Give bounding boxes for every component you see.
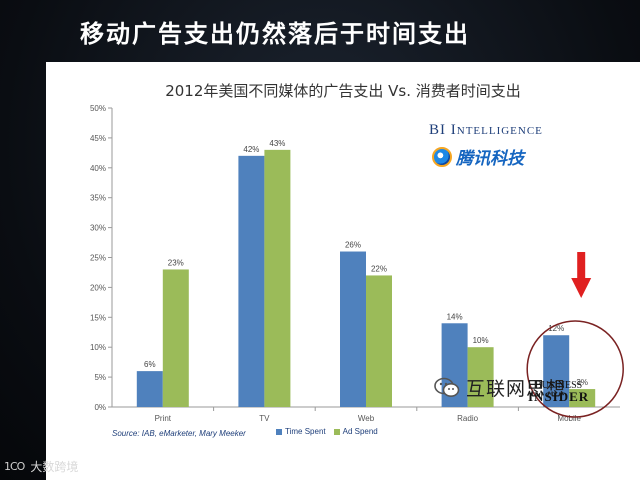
data-label: 22% — [371, 264, 387, 273]
y-tick-label: 35% — [90, 194, 106, 203]
down-arrow-head-icon — [571, 278, 592, 298]
tencent-logo: 腾讯科技 — [432, 144, 524, 169]
y-tick-label: 5% — [94, 373, 106, 382]
bar-ad-spend — [569, 389, 596, 407]
y-tick-label: 30% — [90, 224, 106, 233]
tencent-logo-text: 腾讯科技 — [456, 149, 524, 169]
data-label: 26% — [345, 241, 361, 250]
y-tick-label: 45% — [90, 134, 106, 143]
legend-item-time-spent: Time Spent — [276, 427, 326, 436]
bar-ad-spend — [162, 269, 189, 407]
legend-label-ad-spend: Ad Spend — [342, 427, 378, 436]
chart-title: 2012年美国不同媒体的广告支出 Vs. 消费者时间支出 — [165, 82, 521, 100]
business-insider-bottom: INSIDER — [528, 389, 590, 404]
wechat-icon — [434, 377, 460, 397]
business-insider-top: BUSINESS — [534, 380, 583, 391]
data-label: 42% — [243, 145, 259, 154]
x-tick-label: Mobile — [557, 414, 581, 423]
bar-time-spent — [238, 155, 265, 407]
wechat-account-name: 互联网思想 — [466, 378, 567, 400]
x-tick-label: TV — [259, 414, 270, 423]
down-arrow-icon — [577, 252, 586, 278]
chart-legend: Time Spent Ad Spend — [276, 427, 378, 436]
bar-chart: 0% 5% 10% 15% 20% 25% 30% 35% 40% 45% 50% Print 6% 23… — [90, 104, 624, 423]
data-label: 3% — [576, 378, 588, 387]
y-tick-label: 50% — [90, 104, 106, 113]
legend-swatch-ad-spend — [333, 428, 340, 435]
bar-time-spent — [340, 251, 366, 407]
y-tick-label: 0% — [94, 403, 106, 412]
bar-ad-spend — [467, 347, 494, 407]
y-tick-label: 15% — [90, 313, 106, 322]
data-label: 43% — [269, 139, 285, 148]
x-tick-label: Web — [358, 414, 375, 423]
tencent-penguin-icon — [432, 146, 452, 167]
data-label: 23% — [168, 258, 184, 267]
bar-ad-spend — [366, 275, 392, 407]
y-tick-label: 25% — [90, 254, 106, 263]
brand-name: 大数跨境 — [30, 460, 79, 474]
bi-intelligence-logo: BI Intelligence — [429, 122, 543, 138]
x-tick-label: Print — [155, 414, 172, 423]
business-insider-logo: BUSINESS INSIDER — [528, 380, 590, 404]
bar-time-spent — [136, 371, 163, 407]
x-tick-label: Radio — [457, 414, 478, 423]
bar-time-spent — [543, 335, 570, 407]
highlight-circle — [526, 320, 624, 418]
data-label: 12% — [548, 324, 564, 333]
brand-mark-icon: 1CO — [4, 460, 25, 473]
data-label: 6% — [144, 360, 156, 369]
brand-watermark: 1CO 大数跨境 — [4, 458, 78, 475]
legend-swatch-time-spent — [276, 428, 282, 435]
data-label: 14% — [447, 312, 463, 321]
y-tick-label: 20% — [90, 283, 106, 292]
source-note: Source: IAB, eMarketer, Mary Meeker — [112, 429, 246, 438]
data-label: 10% — [473, 336, 489, 345]
slide-title: 移动广告支出仍然落后于时间支出 — [80, 20, 470, 48]
y-tick-label: 10% — [90, 343, 106, 352]
bar-ad-spend — [264, 149, 291, 408]
y-tick-label: 40% — [90, 164, 106, 173]
wechat-account: 互联网思想 — [434, 374, 566, 401]
chart-panel: 2012年美国不同媒体的广告支出 Vs. 消费者时间支出 0% 5% 10% 15% 2… — [46, 62, 640, 480]
legend-label-time-spent: Time Spent — [285, 427, 326, 436]
legend-item-ad-spend: Ad Spend — [333, 427, 378, 436]
